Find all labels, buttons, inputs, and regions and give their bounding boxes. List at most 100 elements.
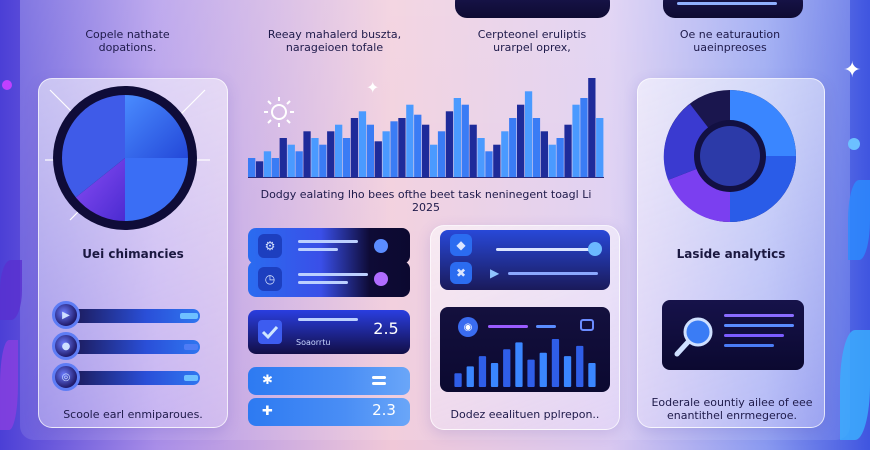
- top-card-text-2: Reeay mahalerd buszta, narageioen tofale: [267, 28, 402, 54]
- chart-bar: [342, 138, 351, 178]
- top-card-text-4: Oe ne eaturaution uaeinpreoses: [679, 28, 781, 54]
- left-card-footer: Scoole earl enmiparoues.: [63, 408, 203, 421]
- donut-chart-right: [663, 90, 796, 223]
- chart-bar: [255, 161, 264, 178]
- chart-bar: [556, 138, 564, 178]
- mini-chart-bar: [527, 359, 535, 387]
- metric-value-1: 2.5: [373, 319, 399, 338]
- chart-bar: [374, 141, 382, 178]
- mini-chart-bar: [490, 363, 499, 387]
- chart-bar: [390, 121, 398, 178]
- main-bar-chart: [248, 78, 604, 178]
- chart-bar: [422, 124, 430, 178]
- leaf-decoration: [840, 330, 870, 440]
- chart-bar: [517, 104, 525, 178]
- chart-bar: [327, 131, 335, 178]
- mini-chart-panel: ◉: [440, 307, 610, 392]
- mini-chart-bar: [478, 356, 487, 387]
- chart-bar: [382, 131, 390, 178]
- chart-bar: [279, 138, 287, 178]
- toggle-knob[interactable]: [374, 239, 388, 253]
- panel-caption: Dodez eealituen pplrepon..: [450, 408, 600, 421]
- top-pill-3[interactable]: [455, 0, 610, 18]
- chart-bar: [564, 124, 572, 178]
- record-icon: ●: [52, 332, 80, 360]
- chart-bar: [319, 144, 327, 178]
- sparkle-icon: ✦: [843, 58, 862, 83]
- chart-bar: [430, 144, 438, 178]
- toggle-knob[interactable]: [374, 272, 388, 286]
- list-tile-1[interactable]: ✱: [248, 367, 410, 395]
- donut-chart-left: [45, 86, 210, 230]
- chart-bar: [572, 104, 580, 178]
- toggle-tile-2[interactable]: ◷: [248, 261, 410, 297]
- chart-bar: [311, 138, 319, 178]
- chart-bar: [524, 91, 533, 178]
- chart-bar: [406, 104, 414, 178]
- leaf-decoration: [0, 260, 22, 320]
- right-card-footer: Eoderale eountiy ailee of eee enantithel…: [651, 396, 813, 422]
- chart-bar: [445, 111, 454, 178]
- metric-tile[interactable]: Soaorrtu 2.5: [248, 310, 410, 354]
- leaf-decoration: [848, 180, 870, 260]
- chart-bar: [271, 158, 279, 178]
- chart-bar: [358, 111, 367, 178]
- chart-bar: [335, 124, 343, 178]
- mini-chart-bar: [588, 363, 596, 387]
- sparkle-icon: ✦: [366, 78, 380, 97]
- chart-bar: [596, 118, 604, 178]
- chart-bar: [501, 131, 509, 178]
- chart-bar: [485, 151, 493, 178]
- berry-decoration: [848, 138, 860, 150]
- chart-bar: [588, 78, 596, 178]
- chart-bar: [263, 151, 272, 178]
- mini-chart-bar: [454, 373, 462, 387]
- play-icon: ▶: [52, 301, 80, 329]
- metric-value-2: 2.3: [372, 401, 396, 419]
- chart-bar: [453, 98, 461, 178]
- chart-bar: [461, 104, 469, 178]
- chart-bar: [532, 118, 541, 178]
- chart-bar: [414, 114, 422, 178]
- chart-bar: [437, 131, 446, 178]
- search-panel[interactable]: [662, 300, 804, 370]
- sun-icon: [264, 97, 294, 127]
- chart-bar: [493, 144, 501, 178]
- magnifier-icon: [674, 317, 713, 357]
- leaf-decoration: [0, 340, 18, 430]
- top-pill-4[interactable]: [663, 0, 803, 18]
- chart-bar: [350, 118, 359, 178]
- target-icon: ◎: [52, 363, 80, 391]
- mini-chart-bar: [563, 356, 572, 387]
- metric-label: Soaorrtu: [296, 338, 331, 347]
- chart-bar: [540, 131, 548, 178]
- settings-icon: ⚙: [258, 234, 282, 258]
- chart-bar: [548, 144, 556, 178]
- right-card-heading: Laside analytics: [676, 247, 786, 261]
- left-card-heading: Uei chimancies: [82, 247, 184, 261]
- play-icon[interactable]: ▶: [490, 266, 500, 280]
- mini-chart-bar: [551, 339, 560, 387]
- chart-bar: [248, 158, 256, 178]
- mini-chart-bar: [503, 349, 511, 387]
- toggle-tile-1[interactable]: ⚙: [248, 228, 410, 264]
- mini-chart-bar: [466, 366, 474, 387]
- mini-chart-bar: [576, 345, 584, 387]
- checkmark-icon: [258, 320, 282, 344]
- chart-bar: [509, 118, 517, 178]
- berry-decoration: [2, 80, 12, 90]
- list-tile-2[interactable]: ✚ 2.3: [248, 398, 410, 426]
- shuffle-icon: ✖: [450, 262, 472, 284]
- puzzle-icon: ✚: [262, 404, 273, 419]
- location-icon: ◆: [450, 234, 472, 256]
- chart-bar: [469, 124, 477, 178]
- slider-panel[interactable]: ◆ ✖ ▶: [440, 230, 610, 290]
- chart-bar: [287, 144, 295, 178]
- chart-bar: [580, 98, 588, 178]
- mini-bar-chart: [454, 339, 596, 387]
- top-card-text-1: Copele nathate dopations.: [85, 28, 170, 54]
- chart-caption: Dodgy ealating lho bees ofthe beet task …: [260, 188, 592, 214]
- chart-bar: [398, 118, 406, 178]
- chat-icon: ◉: [458, 317, 478, 337]
- mini-chart-bar: [515, 342, 523, 387]
